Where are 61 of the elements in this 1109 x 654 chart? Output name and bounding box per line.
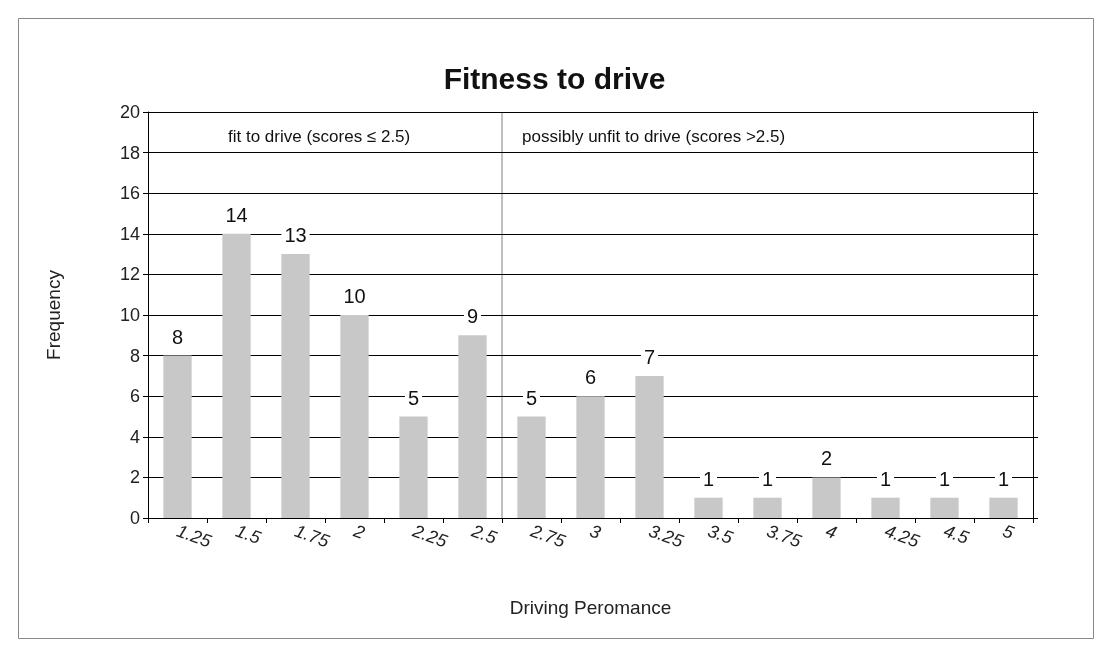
bar — [635, 375, 664, 518]
x-tick-label: 2.75 — [527, 520, 569, 552]
chart-title: Fitness to drive — [443, 61, 666, 95]
data-label: 6 — [584, 366, 597, 389]
y-tick-label: 6 — [129, 386, 140, 407]
bar — [989, 497, 1018, 518]
data-label: 1 — [879, 467, 892, 490]
bar — [517, 416, 546, 518]
bar — [694, 497, 723, 518]
x-tick-label: 4.5 — [941, 520, 973, 549]
x-tick-label: 3 — [587, 520, 604, 543]
data-label: 10 — [343, 285, 366, 307]
x-tick-label: 1.5 — [233, 520, 265, 549]
y-tick-label: 14 — [119, 223, 140, 244]
y-tick-label: 2 — [129, 467, 140, 488]
data-label: 7 — [643, 345, 656, 368]
x-tick-label: 1.75 — [292, 520, 333, 552]
y-axis-title: Frequency — [43, 269, 64, 360]
y-tick-label: 10 — [119, 305, 140, 325]
bar — [871, 497, 900, 518]
bar — [399, 416, 428, 518]
y-tick-label: 0 — [129, 508, 140, 528]
bar — [930, 497, 959, 518]
x-tick-label: 1.25 — [174, 520, 215, 552]
x-tick-label: 2.5 — [468, 520, 501, 549]
data-label: 14 — [225, 203, 248, 226]
x-tick-label: 2 — [350, 520, 368, 543]
y-tick-label: 18 — [119, 142, 140, 163]
x-tick-label: 4.25 — [882, 520, 923, 552]
bar — [458, 335, 487, 518]
y-tick-label: 4 — [129, 426, 140, 447]
data-label: 5 — [525, 386, 538, 409]
data-label: 1 — [761, 467, 774, 490]
y-tick-label: 16 — [119, 183, 140, 204]
data-label: 2 — [820, 447, 833, 470]
bar — [753, 497, 782, 518]
y-tick-label: 8 — [129, 345, 140, 366]
bar — [222, 233, 251, 518]
data-label: 1 — [702, 467, 715, 490]
data-label: 9 — [466, 305, 479, 328]
y-tick-label: 12 — [119, 264, 140, 285]
x-tick-label: 3.5 — [705, 520, 737, 549]
bar — [576, 396, 605, 518]
x-tick-label: 3.75 — [764, 520, 805, 552]
data-label: 1 — [997, 467, 1010, 490]
bar — [281, 254, 310, 518]
y-tick-label: 20 — [119, 102, 140, 122]
annotation: possibly unfit to drive (scores >2.5) — [522, 127, 786, 146]
bar — [340, 315, 369, 518]
annotation: fit to drive (scores ≤ 2.5) — [228, 127, 411, 146]
bar — [812, 477, 841, 518]
data-label: 8 — [171, 325, 184, 348]
data-label: 13 — [284, 224, 307, 247]
data-label: 5 — [407, 386, 420, 409]
x-tick-label: 4 — [823, 520, 840, 543]
data-label: 1 — [938, 467, 951, 490]
x-tick-label: 3.25 — [646, 520, 687, 552]
bar — [163, 355, 192, 518]
x-tick-label: 5 — [1000, 520, 1018, 544]
x-axis-title: Driving Peromance — [509, 597, 672, 618]
x-tick-label: 2.25 — [409, 520, 451, 552]
